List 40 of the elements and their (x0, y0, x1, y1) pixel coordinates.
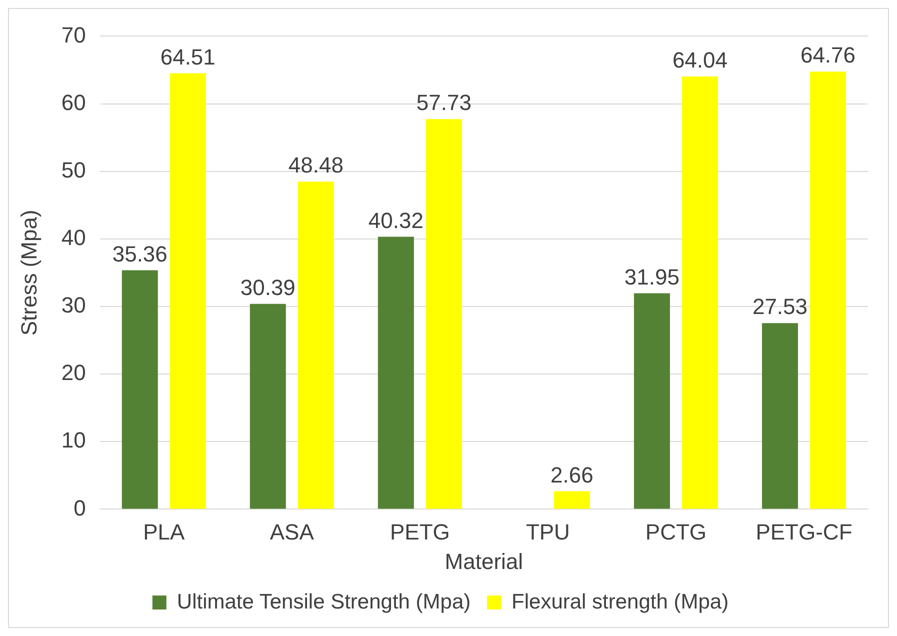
y-tick-label: 60 (61, 90, 86, 115)
data-label: 64.51 (160, 44, 216, 70)
y-tick-label: 20 (61, 360, 86, 386)
bar (634, 293, 670, 509)
bar (250, 304, 286, 509)
bar (378, 236, 414, 509)
data-label: 40.32 (368, 208, 424, 233)
bar (762, 323, 798, 509)
y-axis-title: Stress (Mpa) (16, 210, 42, 336)
legend-label: Ultimate Tensile Strength (Mpa) (176, 590, 471, 614)
x-tick-label: PETG-CF (756, 519, 852, 544)
bar (122, 270, 158, 509)
x-tick-label: PCTG (645, 519, 707, 544)
y-tick-label: 10 (61, 428, 86, 453)
y-tick-label: 50 (61, 157, 86, 182)
data-label: 64.76 (800, 42, 856, 68)
x-axis-title: Material (444, 548, 524, 574)
bar (298, 182, 334, 509)
data-label: 27.53 (752, 294, 808, 320)
x-tick-label: PLA (143, 519, 185, 544)
bar (682, 76, 718, 509)
y-tick-label: 70 (61, 22, 86, 48)
bar (810, 72, 846, 509)
data-label: 64.04 (672, 48, 728, 73)
bar (170, 73, 206, 509)
data-label: 48.48 (288, 152, 344, 178)
bar (426, 119, 462, 509)
x-tick-label: ASA (270, 519, 314, 544)
data-label: 57.73 (416, 90, 472, 116)
y-tick-label: 30 (61, 292, 86, 318)
y-tick-label: 40 (61, 224, 86, 250)
x-tick-label: TPU (526, 519, 570, 544)
data-label: 35.36 (112, 241, 168, 266)
legend-label: Flexural strength (Mpa) (512, 590, 729, 614)
data-label: 30.39 (240, 274, 296, 300)
x-tick-label: PETG (390, 519, 450, 544)
y-tick-label: 0 (74, 495, 86, 520)
bar (554, 491, 590, 509)
data-label: 31.95 (624, 264, 680, 290)
data-label: 2.66 (550, 462, 594, 488)
